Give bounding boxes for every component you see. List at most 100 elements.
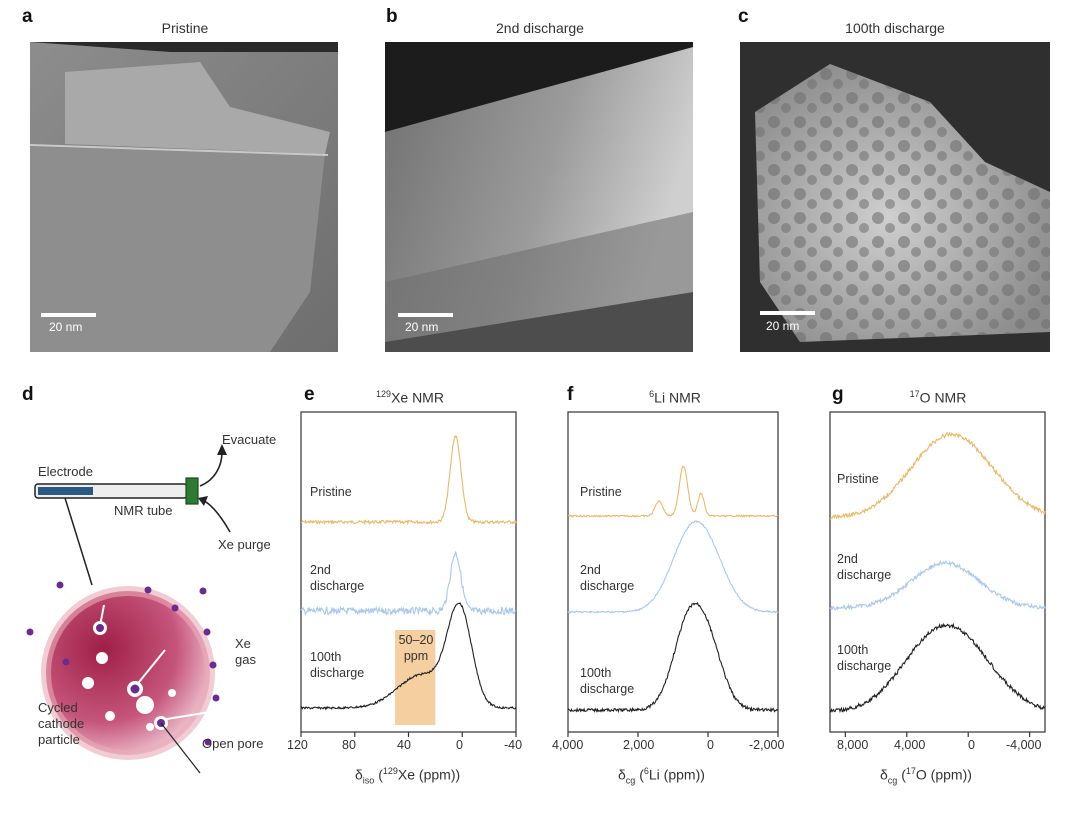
evacuate-arrowhead [217, 444, 227, 455]
g-axis-delta: δ [880, 766, 888, 783]
xe-gas-label-line1: Xe [235, 636, 251, 651]
plot-frame-1 [567, 411, 779, 733]
g-label-pristine: Pristine [837, 472, 879, 486]
scale-bar-c [760, 311, 815, 315]
f-tick-0: 4,000 [552, 738, 584, 752]
spectrum-0-pristine [300, 434, 517, 526]
micrograph-100th-discharge [740, 42, 1050, 352]
e-tick-4: -40 [504, 738, 523, 752]
e-tick-1: 80 [342, 738, 356, 752]
scale-bar-a [41, 313, 96, 317]
g-tick-3: -4,000 [1006, 738, 1042, 752]
panel-title-e: 129Xe NMR [300, 389, 520, 406]
xe-purge-label: Xe purge [218, 537, 271, 552]
e-label-100th-line2: discharge [310, 666, 365, 680]
spectrum-2-2nd-discharge [829, 560, 1046, 611]
electrode-shape [38, 487, 93, 495]
particle-label-line2: cathode [38, 716, 85, 731]
micrograph-100th-discharge-drawing [740, 42, 1050, 352]
spectrum-0-100th-discharge [300, 602, 517, 711]
evacuate-arrow [199, 451, 223, 487]
panel-title-f-main: Li NMR [654, 389, 701, 406]
highlight-label-line2: ppm [403, 649, 429, 663]
micrograph-2nd-discharge-drawing [385, 42, 693, 352]
e-tick-2: 40 [397, 738, 411, 752]
highlight-label-line1: 50–20 [398, 633, 434, 647]
panel-title-g-sup: 17 [909, 389, 920, 399]
e-label-2nd-line1: 2nd [310, 563, 331, 577]
spectrum-0-2nd-discharge [300, 551, 517, 617]
f-label-pristine: Pristine [580, 485, 622, 499]
scale-label-c: 20 nm [766, 319, 800, 333]
micrograph-pristine-drawing [30, 42, 338, 352]
schematic-diagram [26, 444, 231, 774]
spectrum-1-pristine [567, 465, 779, 518]
f-tick-2: 0 [707, 738, 714, 752]
spectrum-2-100th-discharge [829, 622, 1046, 714]
e-axis-sup: 129 [382, 766, 398, 776]
f-label-2nd-line2: discharge [580, 579, 635, 593]
g-label-100th-line2: discharge [837, 659, 892, 673]
g-axis-sup: 17 [905, 766, 916, 776]
e-axis-delta: δ [355, 766, 363, 783]
g-axis-rest: O (ppm)) [915, 766, 972, 783]
panel-label-d: d [22, 384, 34, 405]
spectrum-1-100th-discharge [567, 601, 779, 714]
e-tick-0: 120 [287, 738, 308, 752]
tube-cap [185, 477, 199, 505]
g-label-100th-line1: 100th [837, 643, 869, 657]
e-axis-sub: iso [362, 775, 375, 786]
f-axis-open: ( [635, 766, 644, 783]
panel-title-e-main: Xe NMR [391, 389, 444, 406]
spectrum-2-pristine [829, 431, 1046, 520]
panel-label-e: e [304, 384, 315, 405]
g-tick-2: 0 [968, 738, 975, 752]
f-axis-sup: 6 [643, 766, 649, 776]
g-axis-label: δcg (17O (ppm)) [880, 766, 972, 785]
panel-title-g: 17O NMR [828, 389, 1048, 406]
highlight-region-50-20-ppm [395, 630, 436, 725]
panel-title-b: 2nd discharge [496, 20, 584, 36]
purge-arrowhead [198, 496, 208, 506]
f-axis-label: δcg (6Li (ppm)) [618, 766, 705, 785]
zoom-pointer-line [64, 497, 93, 586]
panel-label-g: g [832, 384, 844, 405]
e-label-2nd-line2: discharge [310, 579, 365, 593]
scale-label-a: 20 nm [49, 320, 83, 334]
panel-title-a: Pristine [161, 20, 209, 36]
e-label-100th-line1: 100th [310, 650, 342, 664]
panel-title-f-sup: 6 [649, 389, 655, 399]
g-label-2nd-line1: 2nd [837, 552, 858, 566]
cathode-particle-shape [46, 591, 210, 755]
f-label-100th-line2: discharge [580, 682, 635, 696]
spectrum-1-2nd-discharge [567, 520, 779, 614]
panel-title-f: 6Li NMR [565, 389, 785, 406]
electrode-label: Electrode [38, 464, 93, 479]
e-axis-label: δiso (129Xe (ppm)) [355, 766, 460, 785]
panel-title-g-main: O NMR [919, 389, 967, 406]
micrograph-2nd-discharge [385, 42, 693, 352]
particle-label-line1: Cycled [38, 700, 78, 715]
f-label-100th-line1: 100th [580, 666, 612, 680]
f-label-2nd-line1: 2nd [580, 563, 601, 577]
f-tick-3: -2,000 [749, 738, 785, 752]
panel-label-a: a [22, 6, 33, 27]
open-pore-pointer [160, 722, 201, 774]
f-tick-1: 2,000 [623, 738, 655, 752]
scale-label-b: 20 nm [405, 320, 439, 334]
f-axis-rest: Li (ppm)) [648, 766, 705, 783]
nmr-tube-label: NMR tube [114, 503, 173, 518]
micrograph-pristine [30, 42, 338, 352]
g-axis-open: ( [897, 766, 906, 783]
e-tick-3: 0 [456, 738, 463, 752]
e-axis-rest: Xe (ppm)) [397, 766, 461, 783]
panel-label-c: c [738, 6, 749, 27]
g-label-2nd-line2: discharge [837, 568, 892, 582]
evacuate-label: Evacuate [222, 432, 277, 447]
g-tick-0: 8,000 [837, 738, 869, 752]
g-tick-1: 4,000 [894, 738, 926, 752]
panel-label-b: b [386, 6, 398, 27]
g-axis-sub: cg [887, 775, 898, 786]
e-label-pristine: Pristine [310, 485, 352, 499]
